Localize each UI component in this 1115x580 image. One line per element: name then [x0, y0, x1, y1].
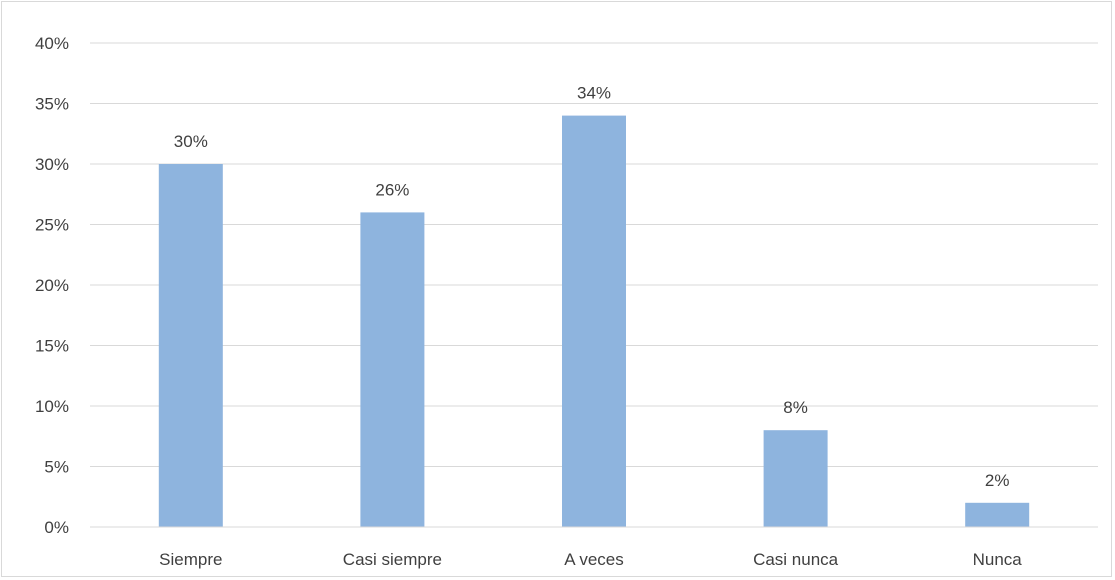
bar-nunca [965, 502, 1030, 527]
y-tick-label: 30% [35, 155, 69, 174]
data-label: 34% [577, 84, 611, 103]
category-label: Nunca [973, 550, 1023, 569]
y-tick-label: 40% [35, 34, 69, 53]
y-tick-label: 5% [44, 458, 69, 477]
bar-casi-siempre [360, 212, 425, 527]
bar-a-veces [562, 115, 626, 527]
data-label: 8% [783, 398, 808, 417]
data-labels: 30% 26% 34% 8% 2% [174, 84, 1010, 490]
category-label: Casi nunca [753, 550, 839, 569]
y-tick-label: 25% [35, 216, 69, 235]
bar-casi-nunca [763, 430, 828, 527]
y-tick-label: 10% [35, 397, 69, 416]
y-tick-label: 20% [35, 276, 69, 295]
y-tick-label: 0% [44, 518, 69, 537]
bar-siempre [158, 164, 223, 527]
category-label: Siempre [159, 550, 222, 569]
data-label: 26% [375, 180, 409, 199]
data-label: 30% [174, 132, 208, 151]
y-tick-label: 15% [35, 337, 69, 356]
category-label: Casi siempre [343, 550, 442, 569]
category-label: A veces [564, 550, 624, 569]
category-labels: Siempre Casi siempre A veces Casi nunca Nunc… [159, 550, 1022, 569]
y-axis-tick-labels: 0% 5% 10% 15% 20% 25% 30% 35% 40% [35, 34, 69, 537]
y-tick-label: 35% [35, 95, 69, 114]
bars [158, 115, 1030, 527]
data-label: 2% [985, 471, 1010, 490]
